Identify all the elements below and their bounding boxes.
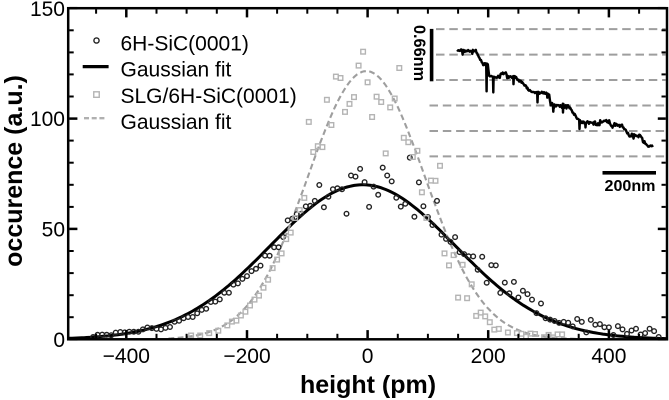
svg-text:150: 150 xyxy=(30,0,65,21)
svg-text:0: 0 xyxy=(53,329,65,352)
svg-text:200: 200 xyxy=(471,345,506,368)
svg-text:100: 100 xyxy=(30,108,65,131)
svg-text:occurence (a.u.): occurence (a.u.) xyxy=(0,75,28,267)
svg-text:400: 400 xyxy=(591,345,626,368)
svg-text:0.66nm: 0.66nm xyxy=(410,25,428,81)
svg-text:50: 50 xyxy=(42,219,65,242)
svg-text:0: 0 xyxy=(362,345,374,368)
svg-text:height (pm): height (pm) xyxy=(300,371,436,399)
svg-text:Gaussian fit: Gaussian fit xyxy=(121,59,232,82)
svg-text:6H-SiC(0001): 6H-SiC(0001) xyxy=(121,32,249,55)
svg-text:−200: −200 xyxy=(223,345,270,368)
svg-text:−400: −400 xyxy=(103,345,150,368)
svg-text:Gaussian fit: Gaussian fit xyxy=(121,111,232,134)
svg-text:200nm: 200nm xyxy=(605,177,656,195)
svg-text:SLG/6H-SiC(0001): SLG/6H-SiC(0001) xyxy=(121,85,297,108)
